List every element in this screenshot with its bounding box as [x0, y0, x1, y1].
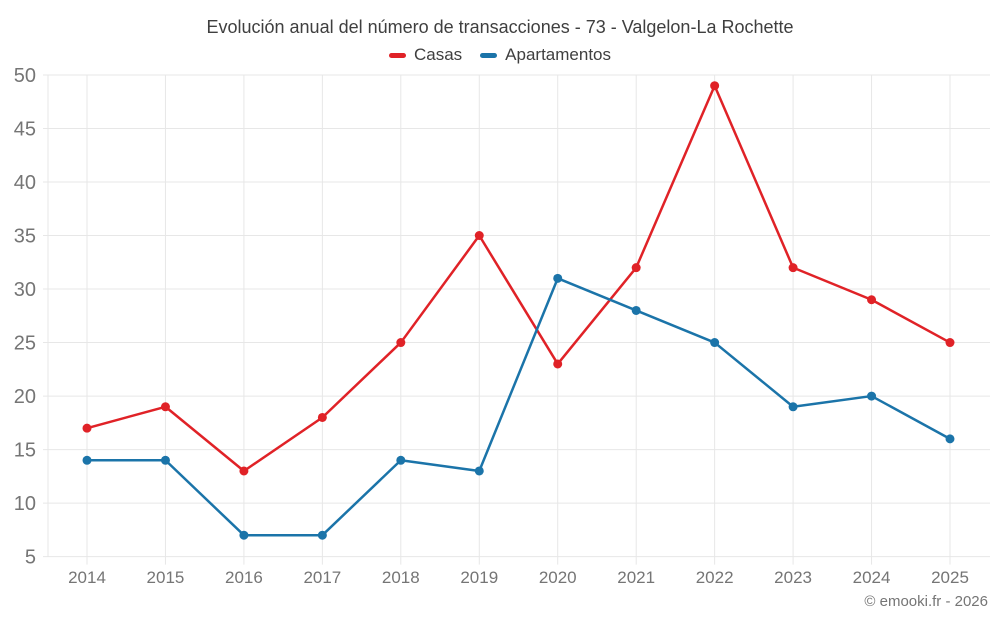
data-point-apartamentos-2017 [317, 530, 327, 540]
x-axis-label-2022: 2022 [696, 568, 734, 587]
series-line-casas [85, 84, 952, 473]
y-axis-label-30: 30 [14, 279, 36, 301]
x-axis-label-2019: 2019 [460, 568, 498, 587]
legend-label-casas: Casas [413, 45, 463, 64]
data-point-casas-2023 [788, 263, 798, 273]
data-point-casas-2016 [239, 466, 249, 476]
data-point-casas-2015 [160, 402, 170, 412]
data-point-casas-2017 [317, 412, 327, 422]
y-axis-label-50: 50 [14, 65, 36, 87]
data-point-apartamentos-2016 [239, 530, 249, 540]
y-axis-label-15: 15 [14, 440, 36, 462]
data-point-apartamentos-2022 [710, 338, 720, 348]
y-axis-label-5: 5 [25, 547, 36, 569]
data-point-apartamentos-2015 [160, 455, 170, 465]
legend-marker-apartamentos-icon [480, 52, 498, 58]
data-point-apartamentos-2023 [788, 402, 798, 412]
legend-item-apartamentos[interactable]: Apartamentos [480, 45, 611, 65]
data-point-casas-2020 [553, 359, 563, 369]
data-point-casas-2022 [710, 81, 720, 91]
x-axis-label-2014: 2014 [68, 568, 106, 587]
data-point-apartamentos-2025 [945, 434, 955, 444]
data-point-casas-2024 [867, 295, 877, 305]
data-point-casas-2014 [82, 423, 92, 433]
y-axis-label-40: 40 [14, 172, 36, 194]
x-axis-label-2018: 2018 [382, 568, 420, 587]
y-axis-label-10: 10 [14, 493, 36, 515]
x-axis-label-2016: 2016 [225, 568, 263, 587]
x-axis-label-2020: 2020 [539, 568, 577, 587]
x-axis-label-2023: 2023 [774, 568, 812, 587]
data-point-apartamentos-2020 [553, 273, 563, 283]
data-point-apartamentos-2024 [867, 391, 877, 401]
data-point-casas-2018 [396, 338, 406, 348]
data-point-casas-2025 [945, 338, 955, 348]
y-axis-label-45: 45 [14, 119, 36, 141]
x-axis-label-2015: 2015 [147, 568, 185, 587]
y-axis-label-20: 20 [14, 386, 36, 408]
data-point-apartamentos-2018 [396, 455, 406, 465]
x-axis-label-2021: 2021 [617, 568, 655, 587]
chart-legend: Casas Apartamentos [0, 45, 1000, 65]
data-point-casas-2021 [631, 263, 641, 273]
x-axis-label-2025: 2025 [931, 568, 969, 587]
data-point-apartamentos-2014 [82, 455, 92, 465]
x-axis-label-2024: 2024 [853, 568, 891, 587]
x-axis-label-2017: 2017 [303, 568, 341, 587]
data-point-apartamentos-2019 [474, 466, 484, 476]
legend-label-apartamentos: Apartamentos [505, 45, 612, 64]
data-point-apartamentos-2021 [631, 305, 641, 315]
chart-title: Evolución anual del número de transaccio… [206, 17, 794, 37]
data-point-casas-2019 [474, 231, 484, 241]
legend-marker-casas-icon [388, 52, 406, 58]
y-axis-label-35: 35 [14, 226, 36, 248]
series-line-apartamentos [85, 277, 952, 537]
credit-watermark: © emooki.fr - 2026 [864, 593, 988, 610]
legend-item-casas[interactable]: Casas [388, 45, 463, 65]
y-axis-label-25: 25 [14, 333, 36, 355]
